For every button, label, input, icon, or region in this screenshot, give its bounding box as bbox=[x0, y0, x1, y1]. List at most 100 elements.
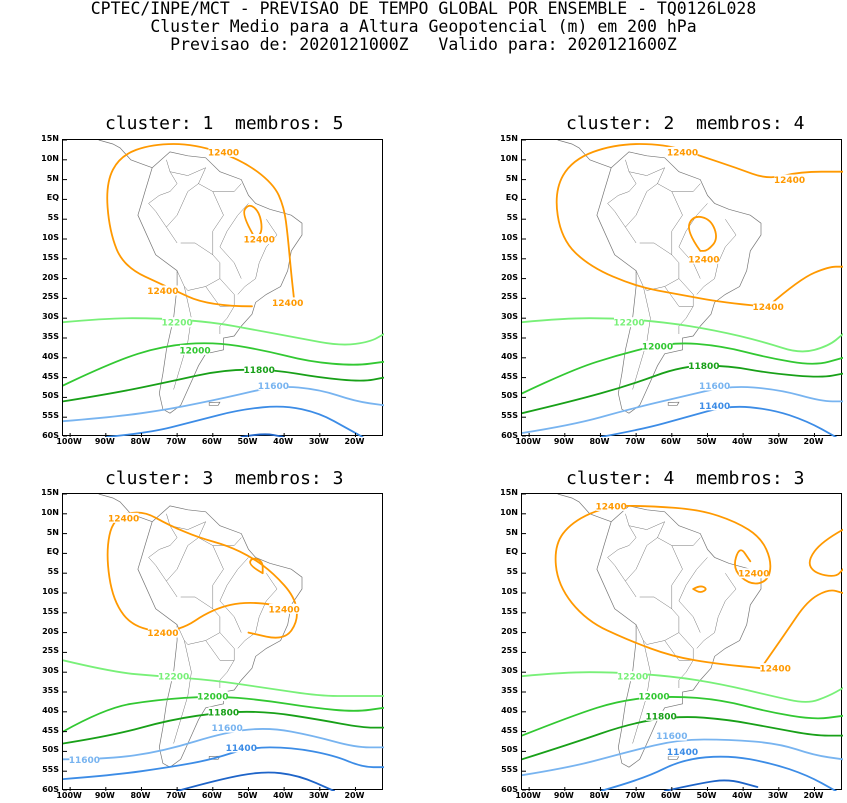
country-border bbox=[625, 537, 683, 609]
contour-line-11200 bbox=[176, 771, 335, 791]
lat-tick-label: 15S bbox=[42, 606, 59, 616]
country-border bbox=[173, 286, 192, 390]
lon-tick-label: 30W bbox=[308, 437, 329, 446]
contour-label-bg bbox=[688, 253, 719, 264]
central-america-outline bbox=[98, 140, 153, 169]
contour-label-bg bbox=[617, 671, 648, 682]
lon-tick-label: 50W bbox=[696, 791, 717, 800]
contour-line-11400 bbox=[63, 746, 384, 780]
lon-tick-label: 80W bbox=[130, 791, 151, 800]
country-border bbox=[166, 159, 207, 184]
lat-tick-label: 25S bbox=[42, 646, 59, 656]
map-panel-cluster-1: 12400 12400 12400 12400 12200 12000 11800 11600 bbox=[62, 139, 384, 437]
country-border bbox=[635, 596, 680, 645]
contour-label-bg bbox=[208, 706, 239, 717]
contour-label-bg bbox=[667, 146, 698, 157]
lat-tick-label: 10N bbox=[41, 507, 59, 517]
contour-line-11400 bbox=[599, 755, 837, 791]
country-border bbox=[678, 306, 694, 334]
contour-label-bg bbox=[244, 234, 275, 244]
contour-label-bg bbox=[667, 746, 698, 757]
contour-label-11600: 11600 bbox=[211, 724, 242, 734]
lat-tick-label: EQ bbox=[505, 547, 518, 557]
country-border bbox=[635, 242, 680, 291]
country-border bbox=[148, 525, 178, 582]
lon-tick-label: 90W bbox=[94, 791, 115, 800]
lat-tick-label: 45S bbox=[42, 725, 59, 735]
panel-title-cluster-1: cluster: 1 membros: 5 bbox=[105, 113, 344, 134]
contour-label-bg bbox=[753, 301, 784, 312]
lat-tick-label: 10S bbox=[501, 233, 518, 242]
contour-label-bg bbox=[108, 512, 139, 523]
contour-label-12000: 12000 bbox=[638, 693, 669, 703]
lat-tick-label: 5N bbox=[46, 173, 59, 183]
country-border bbox=[176, 242, 221, 291]
lon-tick-label: 80W bbox=[589, 791, 610, 800]
coastline-borders bbox=[557, 140, 762, 414]
contour-line-12400 bbox=[249, 557, 264, 575]
contour-label-bg bbox=[147, 627, 178, 638]
lon-tick-label: 70W bbox=[166, 437, 187, 446]
contour-line-12200 bbox=[63, 659, 384, 697]
lon-tick-label: 40W bbox=[732, 791, 753, 800]
lat-tick-label: 60S bbox=[42, 431, 59, 440]
lat-tick-label: 60S bbox=[501, 785, 518, 794]
contour-label-bg bbox=[180, 344, 210, 355]
contour-label-bg bbox=[69, 754, 100, 765]
contour-label-12000: 12000 bbox=[642, 342, 673, 352]
contour-label-bg bbox=[699, 400, 730, 411]
lat-tick-label: 40S bbox=[42, 705, 59, 715]
contour-line-12400 bbox=[767, 265, 843, 308]
lat-tick-label: 40S bbox=[42, 351, 59, 361]
lon-tick-label: 60W bbox=[660, 437, 681, 446]
country-border bbox=[625, 513, 666, 538]
contour-line-12000 bbox=[63, 342, 384, 387]
country-border bbox=[625, 183, 683, 255]
lat-tick-label: 30S bbox=[501, 312, 518, 322]
lat-tick-label: 20S bbox=[42, 272, 59, 282]
country-border bbox=[166, 183, 224, 255]
lat-tick-label: 40S bbox=[501, 705, 518, 715]
lat-tick-label: 55S bbox=[501, 765, 518, 775]
lon-tick-label: 30W bbox=[767, 437, 788, 446]
contour-line-11800 bbox=[63, 368, 384, 403]
contour-line-12000 bbox=[63, 696, 384, 733]
country-border bbox=[678, 557, 708, 633]
country-border bbox=[671, 537, 701, 546]
contour-label-12400: 12400 bbox=[688, 255, 719, 265]
lat-tick-label: 15S bbox=[42, 252, 59, 262]
contour-label-12000: 12000 bbox=[197, 693, 228, 703]
contour-label-bg bbox=[208, 146, 239, 157]
contour-label-bg bbox=[272, 297, 303, 308]
country-border bbox=[632, 286, 651, 390]
contour-label-bg bbox=[226, 742, 257, 753]
lat-tick-label: 10S bbox=[42, 587, 59, 596]
lon-tick-label: 70W bbox=[625, 437, 646, 446]
contour-label-bg bbox=[158, 671, 189, 682]
contour-label-12400: 12400 bbox=[752, 303, 783, 313]
lat-tick-label: 45S bbox=[501, 725, 518, 735]
lat-tick-label: 5N bbox=[505, 173, 518, 183]
lat-tick-label: EQ bbox=[46, 193, 59, 203]
contour-line-12200 bbox=[522, 317, 843, 353]
country-border bbox=[696, 573, 737, 649]
lon-tick-label: 90W bbox=[94, 437, 115, 446]
country-border bbox=[166, 537, 224, 609]
country-border bbox=[671, 183, 701, 192]
country-border bbox=[212, 537, 242, 546]
contour-label-11600: 11600 bbox=[699, 382, 730, 392]
contour-label-12400: 12400 bbox=[147, 629, 178, 639]
country-border bbox=[664, 278, 694, 307]
contour-label-12200: 12200 bbox=[613, 319, 644, 329]
lon-tick-label: 100W bbox=[515, 437, 541, 446]
country-border bbox=[176, 596, 221, 645]
contour-label-11600: 11600 bbox=[656, 732, 687, 742]
contour-label-12200: 12200 bbox=[158, 673, 189, 683]
lat-tick-label: 40S bbox=[501, 351, 518, 361]
lon-tick-label: 60W bbox=[201, 791, 222, 800]
contour-line-12200 bbox=[63, 317, 384, 346]
contour-line-12400 bbox=[106, 143, 296, 308]
contour-label-bg bbox=[688, 360, 719, 371]
island-outline bbox=[208, 401, 221, 406]
lat-tick-label: 25S bbox=[501, 292, 518, 302]
